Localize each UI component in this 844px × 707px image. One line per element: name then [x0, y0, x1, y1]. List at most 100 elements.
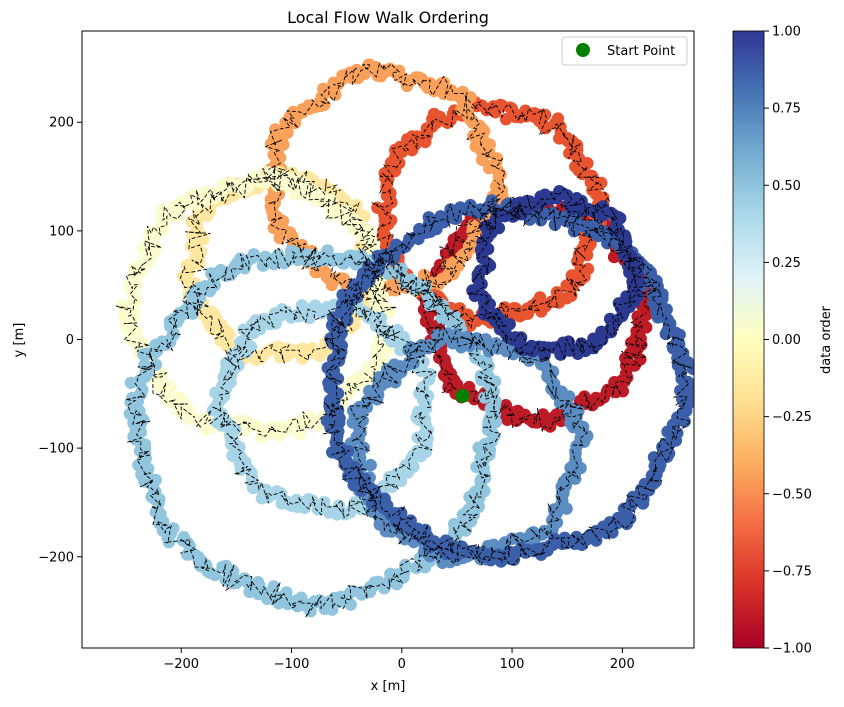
- data-point: [631, 310, 644, 323]
- data-point: [351, 370, 365, 384]
- x-tick-label: −100: [274, 657, 310, 672]
- data-point: [490, 180, 503, 193]
- colorbar-tick-label: 0.00: [772, 333, 801, 348]
- data-point: [256, 259, 270, 272]
- data-point: [578, 390, 591, 403]
- walk-path-3: [180, 167, 385, 364]
- colorbar-tick-label: −0.25: [772, 410, 812, 425]
- walk-path-0: [417, 200, 658, 433]
- data-point: [417, 268, 431, 282]
- walk-path-9: [467, 188, 642, 361]
- colorbar-tick-label: −0.75: [772, 564, 812, 579]
- colorbar-tick-label: 1.00: [772, 25, 801, 40]
- data-point: [481, 423, 495, 437]
- y-tick-label: −200: [38, 550, 74, 565]
- series-ring-6: [123, 244, 503, 618]
- data-point: [399, 558, 412, 572]
- colorbar-label: data order: [819, 305, 834, 374]
- colorbar-tick-label: 0.50: [772, 179, 801, 194]
- data-point: [624, 512, 637, 525]
- data-point: [116, 298, 129, 311]
- data-point: [456, 85, 469, 99]
- legend-start-label: Start Point: [607, 44, 675, 59]
- legend-start-marker: [576, 43, 590, 57]
- data-point: [684, 378, 694, 391]
- legend: Start Point: [561, 36, 688, 66]
- data-point: [501, 413, 514, 426]
- data-point: [137, 348, 150, 361]
- walk-path-4: [115, 168, 397, 437]
- chart-title: Local Flow Walk Ordering: [287, 8, 489, 27]
- data-point: [405, 143, 419, 157]
- data-point: [362, 224, 375, 237]
- y-tick-label: −100: [38, 442, 74, 457]
- data-point: [267, 580, 280, 593]
- data-point: [499, 113, 513, 126]
- data-point: [391, 323, 404, 337]
- x-tick-label: 0: [398, 657, 406, 672]
- data-point: [404, 514, 417, 527]
- data-point: [371, 69, 384, 82]
- data-point: [329, 88, 342, 101]
- colorbar-tick-label: 0.25: [772, 256, 801, 271]
- data-point: [616, 385, 629, 398]
- data-point: [164, 380, 177, 393]
- colorbar-tick-label: −0.50: [772, 487, 812, 502]
- series-ring-7: [344, 327, 594, 569]
- data-point: [466, 219, 480, 232]
- data-point: [333, 329, 347, 342]
- y-tick-label: 100: [49, 224, 74, 239]
- data-point: [474, 369, 488, 383]
- data-point: [581, 262, 595, 276]
- data-point: [569, 445, 582, 458]
- x-tick-label: 100: [500, 657, 525, 672]
- colorbar-tick-label: −1.00: [772, 642, 812, 657]
- data-point: [336, 288, 349, 301]
- data-point: [439, 247, 453, 260]
- colorbar-tick-label: 0.75: [772, 102, 801, 117]
- y-axis-label: y [m]: [12, 323, 27, 358]
- legend-box: [561, 36, 688, 66]
- data-point: [167, 210, 180, 223]
- data-point: [478, 391, 491, 404]
- walk-paths: [115, 62, 693, 618]
- walk-path-8: [322, 195, 693, 566]
- data-point: [550, 286, 564, 299]
- y-axis-ticks: −200 −100 0 100 200: [38, 116, 82, 565]
- data-point: [533, 291, 547, 304]
- start-point: [455, 388, 470, 403]
- walk-path-7: [349, 326, 588, 567]
- data-point: [412, 405, 425, 418]
- x-tick-label: 200: [610, 657, 635, 672]
- data-point: [344, 598, 357, 611]
- data-point: [640, 308, 654, 321]
- data-point: [223, 328, 236, 341]
- data-point: [273, 231, 286, 245]
- walk-path-5: [212, 293, 437, 519]
- start-point-layer: [455, 388, 470, 403]
- y-tick-label: 200: [49, 116, 74, 131]
- y-tick-label: 0: [66, 333, 74, 348]
- data-point: [318, 496, 331, 509]
- data-point: [203, 284, 216, 298]
- data-point: [563, 147, 576, 160]
- data-point: [551, 112, 565, 125]
- walk-path-6: [125, 247, 502, 618]
- data-point: [295, 299, 308, 312]
- x-axis-ticks: −200 −100 0 100 200: [163, 648, 635, 672]
- x-axis-label: x [m]: [371, 679, 406, 694]
- data-point: [263, 166, 276, 179]
- data-point: [124, 376, 138, 389]
- x-tick-label: −200: [163, 657, 199, 672]
- colorbar: [732, 30, 765, 649]
- data-point: [684, 388, 694, 402]
- colorbar-ticks: −1.00 −0.75 −0.50 −0.25 0.00 0.25 0.50 0.75 1.00: [764, 25, 812, 657]
- data-point: [514, 331, 528, 344]
- data-point: [205, 267, 218, 280]
- data-rings: [116, 58, 694, 618]
- data-point: [674, 384, 687, 397]
- data-point: [289, 188, 302, 201]
- walk-path-1: [371, 97, 611, 329]
